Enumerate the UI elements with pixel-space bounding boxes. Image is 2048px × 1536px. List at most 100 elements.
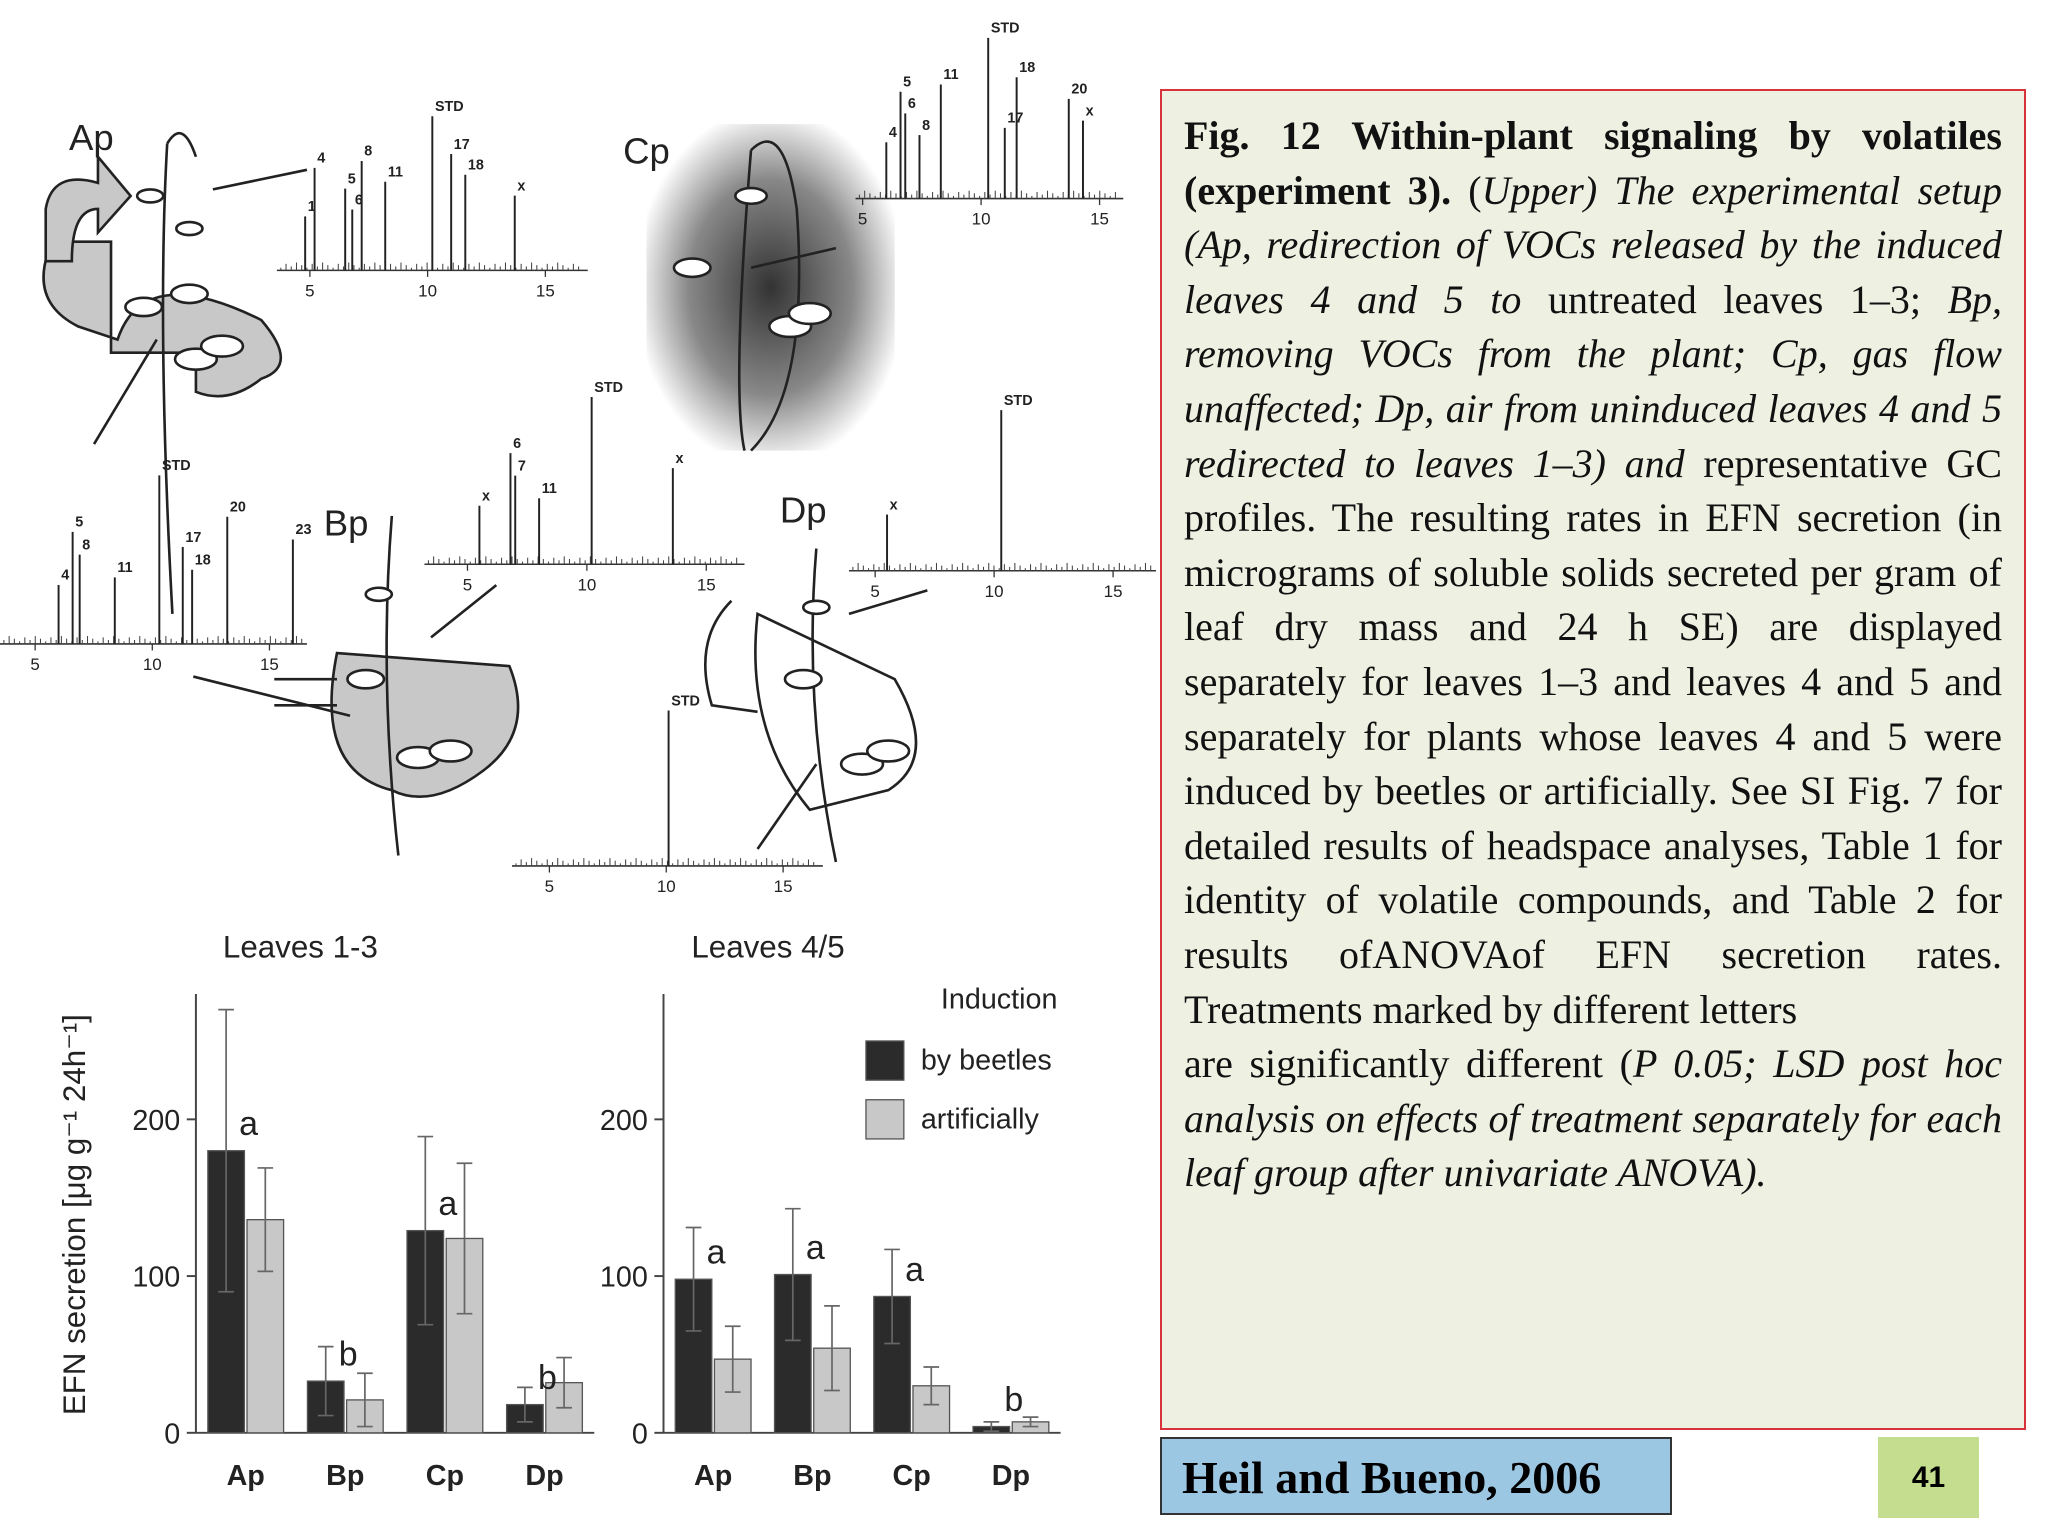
gc-peak-label: 6 bbox=[355, 192, 363, 208]
caption-paragraph: Fig. 12 Within-plant signaling by volati… bbox=[1184, 109, 2002, 1037]
gc-peak-label: 17 bbox=[185, 530, 201, 546]
x-tick-label: Bp bbox=[326, 1460, 364, 1492]
chart-title: Leaves 4/5 bbox=[691, 929, 844, 964]
stem bbox=[737, 140, 801, 452]
x-tick-label: Bp bbox=[793, 1460, 831, 1492]
x-tick-label: Ap bbox=[227, 1460, 265, 1492]
legend-swatch bbox=[865, 1040, 905, 1081]
gc-peak-label: 6 bbox=[513, 436, 521, 452]
error-bar bbox=[218, 1008, 234, 1293]
stem-tip bbox=[166, 131, 198, 158]
error-bar bbox=[983, 1420, 1000, 1433]
gc-peak-label: 11 bbox=[943, 67, 958, 83]
error-bar bbox=[1022, 1416, 1039, 1428]
gc-peak-label: 8 bbox=[82, 537, 90, 553]
caption-text: Upper) The experimental setup (Ap, redir… bbox=[1184, 167, 2003, 322]
gc-peak-label: 11 bbox=[388, 165, 403, 181]
bar bbox=[406, 1229, 445, 1434]
y-tick-label: 100 bbox=[600, 1262, 648, 1294]
x-tick-label: Dp bbox=[992, 1460, 1030, 1492]
leaves bbox=[124, 186, 911, 776]
gc-peak-label: 17 bbox=[1007, 111, 1023, 127]
stem bbox=[161, 143, 174, 614]
arrow bbox=[274, 677, 337, 707]
connector-lines bbox=[92, 168, 928, 850]
gc-peak-label: 18 bbox=[195, 553, 211, 569]
caption-text: untreated leaves 1–3; bbox=[1521, 276, 1948, 322]
gc-peak-label: 4 bbox=[889, 125, 897, 141]
error-bar bbox=[724, 1325, 741, 1393]
y-tick-label: 0 bbox=[632, 1418, 648, 1450]
gc-peak-label: 23 bbox=[295, 522, 311, 538]
stem bbox=[811, 548, 838, 863]
gc-peak-label: 1 bbox=[308, 199, 316, 215]
error-bar bbox=[923, 1366, 940, 1406]
caption-text: Bp, removing VOCs from the plant; Cp, ga… bbox=[1184, 276, 2002, 486]
gc-peak-label: STD bbox=[671, 693, 700, 709]
gc-peak-label: 4 bbox=[61, 568, 69, 584]
x-tick-label: Cp bbox=[893, 1460, 931, 1492]
gc-peak-label: 6 bbox=[908, 96, 916, 112]
enclosure bbox=[754, 611, 918, 812]
gc-tick-label: 15 bbox=[1104, 582, 1123, 601]
gc-tick-label: 10 bbox=[657, 877, 676, 896]
gc-peak-label: 20 bbox=[1071, 82, 1087, 98]
plant-label: Dp bbox=[780, 489, 827, 530]
gc-peak-label: 5 bbox=[348, 171, 356, 187]
gc-peak-label: x bbox=[517, 178, 525, 194]
gc-peak-label: 5 bbox=[75, 515, 83, 531]
chart-title: Leaves 1-3 bbox=[223, 929, 378, 964]
gc-peak-label: x bbox=[1086, 103, 1094, 119]
gc-tick-label: 5 bbox=[30, 655, 39, 674]
significance-letter: a bbox=[239, 1105, 258, 1143]
error-bar bbox=[317, 1345, 334, 1417]
gc-peak-label: 11 bbox=[542, 481, 557, 497]
x-tick-label: Ap bbox=[694, 1460, 732, 1492]
enclosure bbox=[330, 651, 520, 798]
gc-tick-label: 15 bbox=[774, 877, 793, 896]
legend-label: by beetles bbox=[921, 1045, 1052, 1077]
gc-tick-label: 10 bbox=[418, 281, 437, 300]
error-bar bbox=[685, 1226, 702, 1332]
stem bbox=[385, 515, 400, 856]
gc-tick-label: 5 bbox=[858, 210, 867, 229]
gc-tick-label: 15 bbox=[536, 281, 555, 300]
gc-tick-label: 10 bbox=[972, 210, 991, 229]
gc-tick-label: 15 bbox=[260, 655, 279, 674]
gc-tick-label: 10 bbox=[985, 582, 1004, 601]
caption-paragraph: are significantly different (P 0.05; LSD… bbox=[1184, 1037, 2002, 1201]
caption-text: P 0.05; LSD post hoc analysis on effects… bbox=[1184, 1041, 2002, 1196]
significance-letter: a bbox=[707, 1234, 726, 1272]
gc-peak-label: x bbox=[890, 497, 898, 513]
plant-label: Cp bbox=[623, 130, 670, 171]
error-bar bbox=[556, 1356, 572, 1409]
gc-peak-label: 17 bbox=[454, 137, 470, 153]
plant-drawings bbox=[42, 124, 928, 863]
gc-peak-label: STD bbox=[594, 380, 623, 396]
gc-peak-label: STD bbox=[991, 21, 1020, 37]
legend-swatch bbox=[865, 1099, 905, 1140]
significance-letter: a bbox=[806, 1229, 825, 1267]
y-tick-label: 200 bbox=[600, 1105, 648, 1137]
caption-text: are significantly different ( bbox=[1184, 1041, 1633, 1087]
x-tick-label: Dp bbox=[525, 1460, 563, 1492]
page-number: 41 bbox=[1878, 1437, 1979, 1518]
gc-peak-label: 4 bbox=[317, 151, 325, 167]
caption: Fig. 12 Within-plant signaling by volati… bbox=[1160, 89, 2026, 1430]
gc-tick-label: 5 bbox=[545, 877, 554, 896]
plant-label: Bp bbox=[324, 503, 369, 544]
significance-letter: b bbox=[339, 1335, 358, 1373]
gc-peak-label: 7 bbox=[518, 458, 526, 474]
arrow bbox=[44, 153, 133, 263]
gc-tick-label: 5 bbox=[870, 582, 879, 601]
error-bar bbox=[456, 1162, 473, 1315]
gc-tick-label: 15 bbox=[1090, 210, 1109, 229]
caption-text: Fig. 12 Within-plant signaling by volati… bbox=[1184, 113, 2002, 213]
gc-peak-label: 11 bbox=[117, 560, 132, 576]
error-bar bbox=[784, 1207, 801, 1342]
gc-peak-label: 8 bbox=[922, 118, 930, 134]
gc-peak-label: 18 bbox=[1019, 60, 1035, 76]
legend-title: Induction bbox=[941, 983, 1058, 1015]
error-bar bbox=[517, 1386, 533, 1423]
